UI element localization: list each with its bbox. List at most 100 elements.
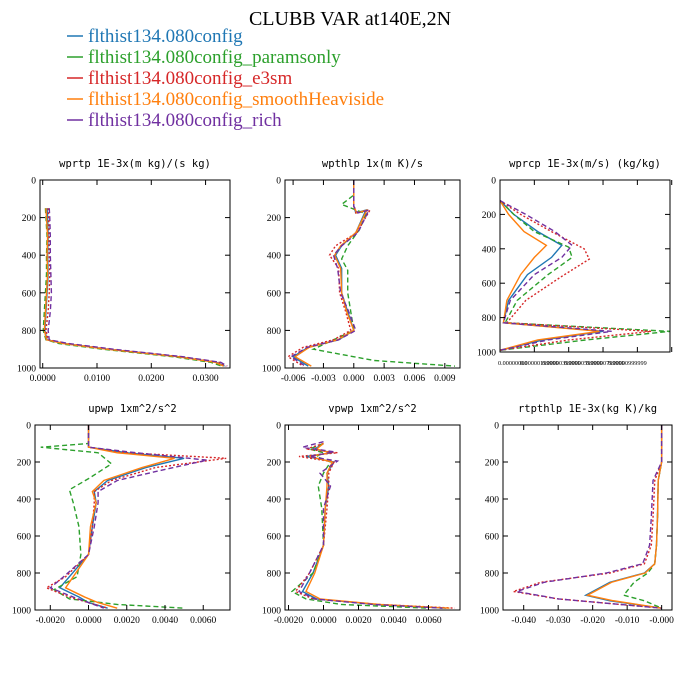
panels: wprtp 1E-3x(m kg)/(s kg) 0 200 400 600 800 100… <box>12 158 674 626</box>
series-line <box>500 200 670 351</box>
y-tick-label: 600 <box>482 280 497 290</box>
y-tick-label: 800 <box>485 570 500 580</box>
y-tick-label: 200 <box>485 459 500 469</box>
x-tick-label: -0.010 <box>615 616 640 626</box>
series-line <box>500 200 652 351</box>
series-line <box>305 442 450 609</box>
series-line <box>293 180 369 367</box>
x-tick-label: 0.006 <box>404 374 426 384</box>
y-tick-label: 200 <box>267 214 282 224</box>
panel-title: vpwp 1xm^2/s^2 <box>328 403 417 415</box>
x-tick-label: 0.00000399999 <box>542 360 581 367</box>
series-line <box>583 425 663 609</box>
y-tick-label: 400 <box>485 496 500 506</box>
x-tick-label: 0.0060 <box>190 616 216 626</box>
x-tick-label: 0.00000199999 <box>520 360 559 367</box>
y-tick-label: 400 <box>267 252 282 262</box>
chart-panel: wpthlp 1x(m K)/s 0 200 400 600 800 1000-0.006-… <box>262 158 461 384</box>
y-tick-label: 0 <box>276 422 281 432</box>
y-tick-label: 800 <box>267 570 282 580</box>
panel-title: rtpthlp 1E-3x(kg K)/kg <box>518 403 657 415</box>
x-tick-label: -0.040 <box>511 616 536 626</box>
y-tick-label: 600 <box>485 533 500 543</box>
plot-frame <box>39 179 231 369</box>
legend-label: flthist134.080config_e3sm <box>88 68 292 89</box>
legend-label: flthist134.080config <box>88 26 243 47</box>
y-tick-label: 600 <box>22 289 37 299</box>
y-tick-label: 1000 <box>262 607 281 617</box>
series-line <box>298 440 443 609</box>
legend-label: flthist134.080config_paramsonly <box>88 47 341 68</box>
plot-frame <box>284 179 461 369</box>
series-line <box>286 180 372 367</box>
series-line <box>294 442 455 609</box>
x-tick-label: -0.006 <box>281 374 306 384</box>
chart-panel: wprtp 1E-3x(m kg)/(s kg) 0 200 400 600 800 100… <box>17 158 231 384</box>
series-line <box>44 208 225 367</box>
y-tick-label: 400 <box>482 245 497 255</box>
y-tick-label: 1000 <box>262 365 281 375</box>
legend-label: flthist134.080config_smoothHeaviside <box>88 89 384 110</box>
x-tick-label: -0.030 <box>546 616 571 626</box>
y-tick-label: 200 <box>267 459 282 469</box>
y-tick-label: 800 <box>22 327 37 337</box>
series-line <box>290 442 429 609</box>
y-tick-label: 400 <box>22 252 37 262</box>
y-tick-label: 600 <box>17 533 32 543</box>
y-tick-label: 200 <box>482 211 497 221</box>
y-tick-label: 800 <box>267 327 282 337</box>
y-tick-label: 200 <box>22 214 37 224</box>
y-tick-label: 800 <box>17 570 32 580</box>
y-tick-label: 0 <box>26 422 31 432</box>
x-tick-label: -0.0020 <box>36 616 66 626</box>
series-line <box>585 425 663 609</box>
panel-title: wprcp 1E-3x(m/s) (kg/kg) <box>509 158 661 170</box>
x-tick-label: 0.003 <box>373 374 395 384</box>
x-tick-label: 0.00000999999 <box>608 360 647 367</box>
series-line <box>42 208 223 367</box>
x-tick-label: 0.0200 <box>138 374 164 384</box>
series-line <box>289 180 371 367</box>
x-tick-label: 0.0040 <box>380 616 406 626</box>
series-line <box>47 208 228 367</box>
plot-frame <box>284 424 461 611</box>
y-tick-label: 200 <box>17 459 32 469</box>
series-line <box>513 425 663 609</box>
x-tick-label: 0.0040 <box>152 616 178 626</box>
x-tick-label: 0.0020 <box>345 616 371 626</box>
x-tick-label: 0.0000 <box>310 616 336 626</box>
y-tick-label: 400 <box>17 496 32 506</box>
x-tick-label: -0.0020 <box>274 616 304 626</box>
series-line <box>500 200 600 351</box>
panel-title: wprtp 1E-3x(m kg)/(s kg) <box>59 158 211 170</box>
y-tick-label: 0 <box>276 177 281 187</box>
chart-panel: vpwp 1xm^2/s^2 0 200 400 600 800 1000-0.0020 0.… <box>262 403 461 626</box>
chart-panel: wprcp 1E-3x(m/s) (kg/kg) 0 200 400 600 800 100… <box>477 158 673 367</box>
y-tick-label: 400 <box>267 496 282 506</box>
x-tick-label: 0.0020 <box>114 616 140 626</box>
series-line <box>311 180 455 367</box>
series-line <box>622 425 663 609</box>
plot-frame <box>499 179 671 353</box>
x-tick-label: 0.00000799999 <box>586 360 625 367</box>
chart-panel: rtpthlp 1E-3x(kg K)/kg 0 200 400 600 800 1000 -… <box>480 403 674 626</box>
panel-title: wpthlp 1x(m K)/s <box>322 158 423 170</box>
x-tick-label: -0.003 <box>311 374 336 384</box>
x-tick-label: 0.000 <box>343 374 365 384</box>
chart-panel: upwp 1xm^2/s^2 0 200 400 600 800 1000 -0.0020 0.… <box>12 403 231 626</box>
series-line <box>500 200 612 351</box>
y-tick-label: 600 <box>267 533 282 543</box>
x-tick-label: 0.0300 <box>193 374 219 384</box>
x-tick-label: 0.00000000 <box>498 360 527 367</box>
series-line <box>44 425 227 609</box>
y-tick-label: 1000 <box>17 365 36 375</box>
x-tick-label: 0.0000 <box>75 616 101 626</box>
y-tick-label: 600 <box>267 289 282 299</box>
plot-frame <box>502 424 673 611</box>
panel-title: upwp 1xm^2/s^2 <box>88 403 177 415</box>
x-tick-label: -0.020 <box>580 616 605 626</box>
y-tick-label: 1000 <box>480 607 499 617</box>
y-tick-label: 1000 <box>12 607 31 617</box>
series-line <box>43 208 224 367</box>
